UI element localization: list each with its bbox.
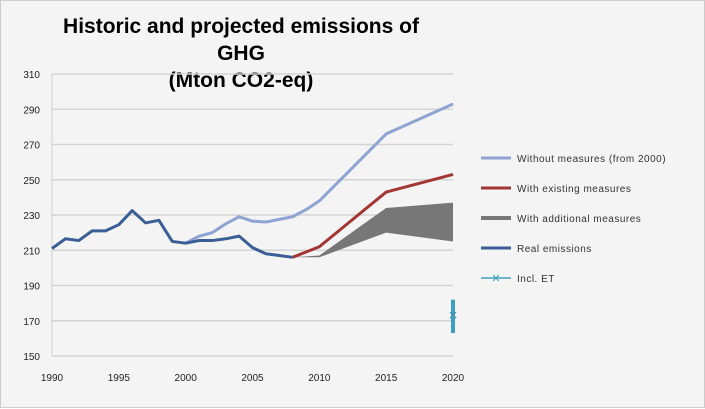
- marker-incl-et: ✕: [448, 308, 458, 322]
- y-tick-label: 270: [23, 141, 40, 152]
- legend-label: With existing measures: [517, 184, 631, 195]
- y-tick-label: 230: [23, 211, 40, 222]
- x-tick-label: 2020: [442, 373, 465, 384]
- y-tick-label: 210: [23, 246, 40, 257]
- band-with-additional-measures: [292, 202, 453, 258]
- x-tick-label: 2005: [241, 373, 264, 384]
- legend-label: Incl. ET: [517, 274, 555, 285]
- legend-label: With additional measures: [517, 214, 641, 225]
- series-line: [51, 209, 293, 259]
- x-tick-label: 2000: [175, 373, 198, 384]
- y-tick-label: 190: [23, 282, 40, 293]
- series-line: [292, 173, 454, 259]
- title-line-1: Historic and projected emissions of GHG: [63, 15, 419, 65]
- y-tick-label: 250: [23, 176, 40, 187]
- y-tick-label: 310: [23, 70, 40, 81]
- legend-marker: ✕: [491, 273, 500, 285]
- x-tick-label: 2015: [375, 373, 398, 384]
- x-tick-label: 1995: [108, 373, 131, 384]
- legend-label: Without measures (from 2000): [517, 154, 666, 165]
- series-line: [184, 102, 454, 245]
- legend-label: Real emissions: [517, 244, 592, 255]
- y-tick-label: 170: [23, 317, 40, 328]
- y-tick-label: 290: [23, 105, 40, 116]
- y-tick-label: 150: [23, 352, 40, 363]
- x-tick-label: 2010: [308, 373, 331, 384]
- x-tick-label: 1990: [41, 373, 64, 384]
